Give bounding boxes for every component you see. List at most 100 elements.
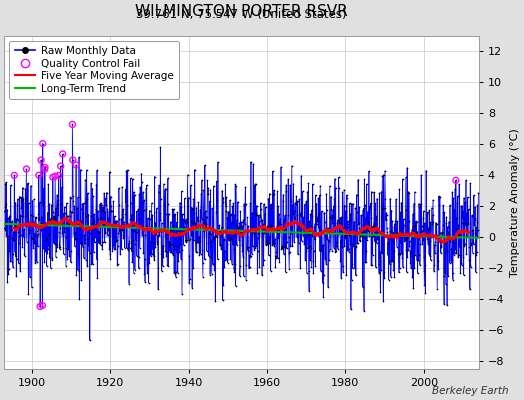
Point xyxy=(215,222,223,228)
Point xyxy=(171,211,179,217)
Point xyxy=(229,200,237,206)
Point xyxy=(89,193,97,199)
Point xyxy=(135,216,144,222)
Point xyxy=(466,264,475,270)
Point xyxy=(165,211,173,217)
Point xyxy=(226,211,235,218)
Point xyxy=(10,237,18,243)
Point xyxy=(247,215,256,221)
Point xyxy=(438,229,446,236)
Point xyxy=(258,217,267,223)
Point xyxy=(331,225,339,232)
Point xyxy=(297,210,305,216)
Point xyxy=(6,245,14,251)
Point xyxy=(146,215,154,222)
Point xyxy=(43,220,51,226)
Point xyxy=(400,237,408,244)
Point xyxy=(37,220,45,226)
Point xyxy=(193,239,202,245)
Point xyxy=(187,218,195,224)
Point xyxy=(183,237,191,244)
Point xyxy=(220,264,228,271)
Point xyxy=(249,230,258,237)
Point xyxy=(78,218,86,224)
Point xyxy=(32,228,41,234)
Point xyxy=(454,254,462,260)
Point xyxy=(433,258,442,264)
Point xyxy=(245,252,254,259)
Point xyxy=(16,213,25,219)
Point xyxy=(359,205,368,211)
Point xyxy=(121,224,129,230)
Point xyxy=(182,239,190,245)
Point xyxy=(281,269,290,275)
Point xyxy=(88,185,96,192)
Point xyxy=(146,238,155,245)
Point xyxy=(35,172,43,178)
Point xyxy=(421,262,429,268)
Point xyxy=(465,244,473,250)
Point xyxy=(407,232,416,238)
Point xyxy=(242,262,250,268)
Point xyxy=(291,216,300,222)
Point xyxy=(52,254,60,260)
Point xyxy=(319,280,327,286)
Point xyxy=(416,241,424,248)
Point xyxy=(11,249,19,255)
Point xyxy=(379,172,388,178)
Point xyxy=(241,202,249,208)
Point xyxy=(322,190,331,197)
Point xyxy=(138,178,146,185)
Point xyxy=(417,201,425,207)
Point xyxy=(89,261,97,268)
Point xyxy=(302,248,310,254)
Point xyxy=(292,198,300,205)
Point xyxy=(271,253,280,259)
Point xyxy=(141,278,149,285)
Point xyxy=(315,211,323,218)
Point xyxy=(324,248,333,255)
Point xyxy=(374,236,383,243)
Point xyxy=(267,205,276,212)
Point xyxy=(318,242,326,248)
Point xyxy=(431,250,439,256)
Point xyxy=(329,220,337,226)
Point xyxy=(195,234,203,240)
Point xyxy=(353,209,361,215)
Point xyxy=(67,209,75,216)
Point xyxy=(154,232,162,239)
Point xyxy=(102,202,111,208)
Point xyxy=(296,224,304,231)
Point xyxy=(234,198,242,205)
Point xyxy=(181,237,190,243)
Point xyxy=(299,214,308,220)
Point xyxy=(346,216,354,223)
Point xyxy=(367,215,375,221)
Point xyxy=(282,188,290,195)
Point xyxy=(6,182,15,189)
Point xyxy=(150,240,158,246)
Point xyxy=(225,216,234,222)
Point xyxy=(14,196,22,202)
Point xyxy=(242,276,250,283)
Point xyxy=(383,224,391,231)
Point xyxy=(64,218,73,225)
Point xyxy=(199,187,208,194)
Point xyxy=(285,250,293,256)
Point xyxy=(455,181,463,188)
Point xyxy=(82,167,91,174)
Point xyxy=(253,270,261,276)
Point xyxy=(5,236,13,242)
Point xyxy=(58,229,67,236)
Point xyxy=(259,257,268,263)
Point xyxy=(252,210,260,216)
Point xyxy=(372,216,380,222)
Point xyxy=(12,253,20,260)
Point xyxy=(280,244,289,250)
Point xyxy=(166,248,174,254)
Point xyxy=(109,198,117,205)
Point xyxy=(308,213,316,219)
Point xyxy=(448,189,456,195)
Point xyxy=(146,207,154,214)
Point xyxy=(279,244,288,250)
